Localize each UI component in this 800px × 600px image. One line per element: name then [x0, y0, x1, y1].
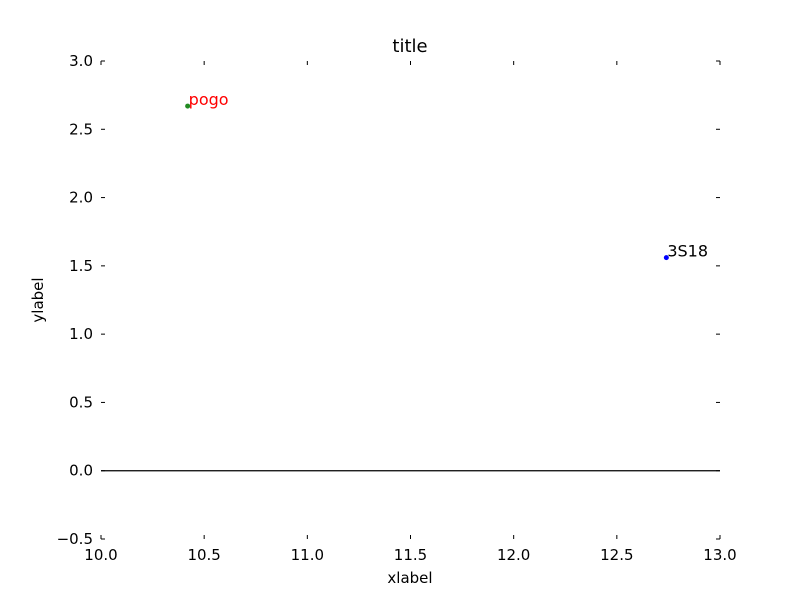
data-point	[185, 103, 191, 109]
y-tick-label: 1.0	[69, 325, 93, 343]
x-tick-label: 13.0	[703, 546, 736, 564]
y-tick-label: 2.5	[69, 120, 93, 138]
y-tick-label: 2.0	[69, 189, 93, 207]
data-point	[663, 255, 669, 261]
chart-title: title	[392, 36, 427, 57]
x-tick-label: 10.0	[84, 546, 117, 564]
y-tick-label: 3.0	[69, 52, 93, 70]
plot-area: 10.0 10.5 11.0 11.5 12.0 12.5 13.0 −0.5 0.0 0.5 1.…	[57, 52, 737, 564]
y-tick-label: 0.0	[69, 462, 93, 480]
x-tick-label: 12.5	[600, 546, 633, 564]
y-tick-label: 1.5	[69, 257, 93, 275]
y-axis-label: ylabel	[29, 277, 47, 322]
y-tick-label: 0.5	[69, 393, 93, 411]
x-tick-label: 11.0	[291, 546, 324, 564]
x-tick-label: 10.5	[187, 546, 220, 564]
data-point-label: pogo	[189, 90, 229, 109]
x-axis-label: xlabel	[387, 569, 432, 587]
x-tick-label: 12.0	[497, 546, 530, 564]
data-point-label: 3S18	[667, 242, 708, 261]
data-points: pogo 3S18	[185, 90, 708, 261]
y-tick-label: −0.5	[57, 530, 93, 548]
x-tick-label: 11.5	[394, 546, 427, 564]
